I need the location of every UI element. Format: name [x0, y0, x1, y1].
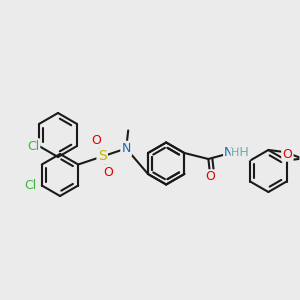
Text: O: O	[282, 148, 292, 160]
Text: O: O	[206, 170, 215, 184]
Text: H: H	[231, 148, 240, 158]
Text: Cl: Cl	[25, 179, 37, 192]
Text: S: S	[98, 149, 106, 164]
Text: N: N	[224, 146, 233, 160]
Text: Cl: Cl	[27, 140, 39, 152]
Text: O: O	[103, 166, 113, 179]
Text: NH: NH	[230, 146, 249, 160]
Text: O: O	[91, 134, 101, 147]
Text: N: N	[122, 142, 131, 155]
